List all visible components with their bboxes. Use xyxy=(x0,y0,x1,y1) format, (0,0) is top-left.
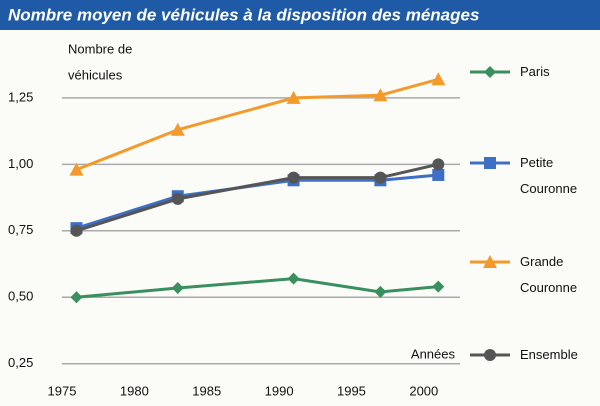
x-tick-label: 1980 xyxy=(120,383,149,398)
x-tick-label: 1995 xyxy=(337,383,366,398)
chart-title: Nombre moyen de véhicules à la dispositi… xyxy=(8,5,479,24)
x-axis-label: Années xyxy=(411,346,456,361)
data-point xyxy=(171,281,184,294)
data-point xyxy=(170,122,185,136)
legend-label: Ensemble xyxy=(520,347,578,362)
y-tick-label: 0,75 xyxy=(8,222,33,237)
data-point xyxy=(70,224,83,237)
title-bar xyxy=(0,0,600,30)
series-line xyxy=(76,277,439,299)
x-tick-label: 1975 xyxy=(48,383,77,398)
x-tick-label: 1985 xyxy=(192,383,221,398)
data-point xyxy=(374,171,387,184)
data-point xyxy=(286,90,301,104)
data-point xyxy=(69,162,84,176)
legend-label: Paris xyxy=(520,64,550,79)
data-point xyxy=(432,158,445,171)
legend-marker xyxy=(484,349,496,361)
y-tick-label: 1,25 xyxy=(8,89,33,104)
y-axis-label: véhicules xyxy=(68,67,123,82)
legend-marker xyxy=(483,255,497,268)
y-tick-label: 1,00 xyxy=(8,156,33,171)
y-axis-label: Nombre de xyxy=(68,41,132,56)
legend-label: Grande Couronne xyxy=(520,254,578,295)
data-point xyxy=(287,171,300,184)
data-point xyxy=(287,272,300,285)
legend-marker xyxy=(484,66,496,78)
legend-label: Petite Couronne xyxy=(520,155,578,196)
data-point xyxy=(374,285,387,298)
y-tick-label: 0,25 xyxy=(8,355,33,370)
y-tick-label: 0,50 xyxy=(8,289,33,304)
legend-marker xyxy=(484,157,496,169)
data-point xyxy=(431,72,446,86)
data-point xyxy=(432,168,445,181)
data-point xyxy=(432,280,445,293)
x-tick-label: 1990 xyxy=(265,383,294,398)
x-tick-label: 2000 xyxy=(409,383,438,398)
data-point xyxy=(70,291,83,304)
data-point xyxy=(373,88,388,102)
series-line xyxy=(75,77,439,172)
data-point xyxy=(171,192,184,205)
